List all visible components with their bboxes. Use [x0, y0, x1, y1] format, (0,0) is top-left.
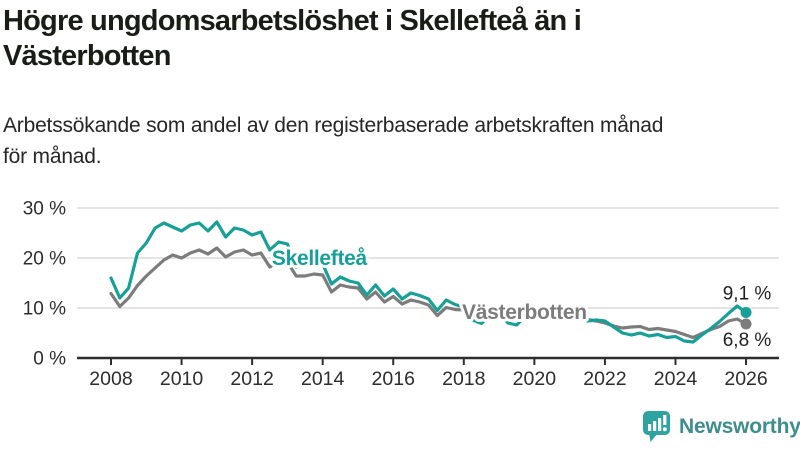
vsterbotten-series-label: Västerbotten — [462, 301, 587, 324]
vsterbotten-end-dot — [740, 318, 752, 330]
y-axis-tick-label: 10 % — [23, 299, 66, 320]
x-axis-tick-label: 2018 — [442, 368, 485, 390]
x-axis-tick-label: 2014 — [301, 368, 345, 390]
y-axis-tick-label: 30 % — [23, 199, 66, 220]
skellefte-end-dot — [740, 307, 752, 318]
x-axis-tick-label: 2010 — [160, 368, 204, 390]
chart-subtitle-line-2: för månad. — [3, 145, 102, 168]
y-axis-tick-label: 20 % — [23, 249, 66, 270]
vsterbotten-line — [109, 246, 748, 340]
page-title-line-2: Västerbotten — [3, 40, 171, 72]
x-axis-tick-label: 2024 — [654, 368, 698, 390]
vsterbotten-end-value-label: 6,8 % — [723, 330, 772, 351]
x-axis-tick-label: 2020 — [513, 368, 557, 390]
chart-subtitle: Arbetssökande som andel av den registerb… — [3, 110, 663, 172]
skellefte-end-value-label: 9,1 % — [723, 284, 772, 305]
chart-subtitle-line-1: Arbetssökande som andel av den registerb… — [3, 114, 664, 137]
newsworthy-bar-chart-bubble-icon — [643, 411, 670, 442]
x-axis-tick-label: 2008 — [89, 368, 132, 390]
skellefte-line — [109, 220, 748, 344]
y-axis-tick-label: 0 % — [33, 349, 66, 370]
unemployment-line-chart: 0 % 10 % 20 % 30 % 2008 2010 2012 2014 2016 2018 2… — [23, 199, 779, 390]
newsworthy-wordmark: Newsworthy — [679, 415, 800, 438]
newsworthy-logo[interactable]: Newsworthy — [642, 410, 800, 444]
x-axis-tick-label: 2026 — [724, 368, 767, 390]
x-axis-tick-label: 2016 — [372, 368, 415, 390]
x-axis-tick-label: 2012 — [230, 368, 273, 390]
page-title-line-1: Högre ungdomsarbetslöshet i Skellefteå ä… — [3, 5, 582, 37]
skellefte-series-label: Skellefteå — [272, 247, 368, 270]
x-axis-tick-label: 2022 — [583, 368, 626, 390]
page-title: Högre ungdomsarbetslöshet i Skellefteå ä… — [3, 4, 582, 74]
